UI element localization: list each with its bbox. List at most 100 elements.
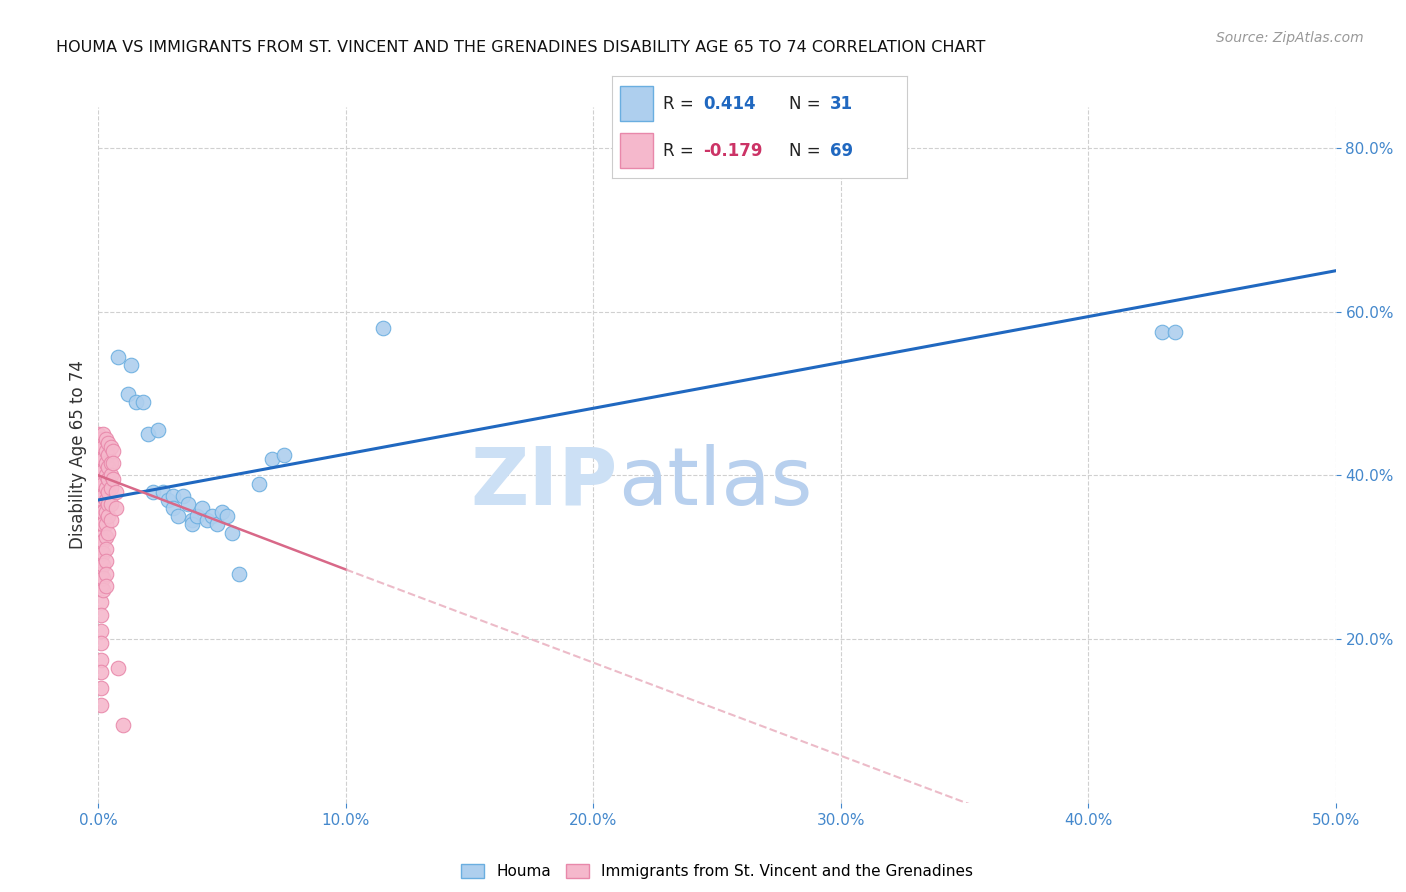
Point	[221, 525, 243, 540]
Text: 0.414: 0.414	[703, 95, 756, 112]
Point	[97, 473, 120, 487]
Point	[90, 456, 112, 470]
Point	[93, 571, 115, 585]
Text: 31: 31	[830, 95, 853, 112]
Point	[90, 624, 112, 638]
Point	[90, 607, 112, 622]
Point	[124, 394, 146, 409]
Point	[90, 530, 112, 544]
Y-axis label: Disability Age 65 to 74: Disability Age 65 to 74	[69, 360, 87, 549]
Point	[93, 517, 115, 532]
Point	[94, 554, 117, 568]
Point	[117, 386, 139, 401]
Text: ZIP: ZIP	[471, 443, 619, 522]
Point	[260, 452, 283, 467]
Point	[103, 456, 125, 470]
Point	[94, 566, 117, 581]
Point	[191, 501, 214, 516]
Text: -0.179: -0.179	[703, 142, 762, 160]
Point	[93, 546, 115, 560]
Point	[100, 481, 122, 495]
Point	[90, 681, 112, 696]
Point	[120, 358, 142, 372]
Point	[181, 517, 204, 532]
Point	[371, 321, 394, 335]
Point	[100, 440, 122, 454]
Point	[162, 501, 184, 516]
Point	[94, 530, 117, 544]
Legend: Houma, Immigrants from St. Vincent and the Grenadines: Houma, Immigrants from St. Vincent and t…	[454, 858, 980, 886]
Point	[201, 509, 224, 524]
Text: HOUMA VS IMMIGRANTS FROM ST. VINCENT AND THE GRENADINES DISABILITY AGE 65 TO 74 : HOUMA VS IMMIGRANTS FROM ST. VINCENT AND…	[56, 40, 986, 55]
Point	[104, 484, 127, 499]
Point	[90, 481, 112, 495]
Point	[172, 489, 194, 503]
Point	[94, 517, 117, 532]
Point	[186, 509, 208, 524]
Point	[100, 468, 122, 483]
Point	[136, 427, 159, 442]
Point	[90, 505, 112, 519]
Point	[93, 452, 115, 467]
Point	[94, 505, 117, 519]
Point	[97, 525, 120, 540]
Point	[132, 394, 155, 409]
Point	[97, 460, 120, 475]
Point	[1164, 325, 1187, 339]
Point	[94, 456, 117, 470]
Text: R =: R =	[664, 95, 699, 112]
Point	[93, 440, 115, 454]
Point	[146, 423, 169, 437]
Point	[94, 481, 117, 495]
Point	[142, 484, 165, 499]
Point	[211, 505, 233, 519]
Point	[93, 558, 115, 573]
Point	[247, 476, 270, 491]
Point	[107, 350, 129, 364]
Point	[228, 566, 250, 581]
Point	[97, 509, 120, 524]
Point	[90, 542, 112, 557]
Point	[93, 489, 115, 503]
Point	[217, 509, 239, 524]
Point	[90, 517, 112, 532]
Point	[93, 464, 115, 478]
Point	[181, 513, 204, 527]
Point	[90, 579, 112, 593]
Text: N =: N =	[789, 142, 825, 160]
Point	[93, 505, 115, 519]
Point	[205, 517, 228, 532]
Point	[90, 432, 112, 446]
Point	[94, 468, 117, 483]
Point	[97, 497, 120, 511]
Point	[162, 489, 184, 503]
Point	[100, 513, 122, 527]
Point	[97, 448, 120, 462]
Point	[93, 427, 115, 442]
Text: N =: N =	[789, 95, 825, 112]
Point	[94, 432, 117, 446]
Point	[93, 476, 115, 491]
Point	[166, 509, 188, 524]
Point	[90, 636, 112, 650]
Point	[90, 468, 112, 483]
Text: 69: 69	[830, 142, 853, 160]
Point	[90, 698, 112, 712]
Text: Source: ZipAtlas.com: Source: ZipAtlas.com	[1216, 31, 1364, 45]
Point	[97, 484, 120, 499]
FancyBboxPatch shape	[620, 87, 652, 121]
Point	[93, 533, 115, 548]
Point	[90, 595, 112, 609]
Point	[103, 473, 125, 487]
Point	[273, 448, 295, 462]
Point	[1152, 325, 1174, 339]
Point	[100, 456, 122, 470]
Point	[94, 542, 117, 557]
FancyBboxPatch shape	[620, 133, 652, 168]
Point	[107, 661, 129, 675]
Point	[90, 652, 112, 666]
Point	[103, 443, 125, 458]
Point	[87, 427, 110, 442]
Point	[90, 566, 112, 581]
Point	[90, 665, 112, 679]
